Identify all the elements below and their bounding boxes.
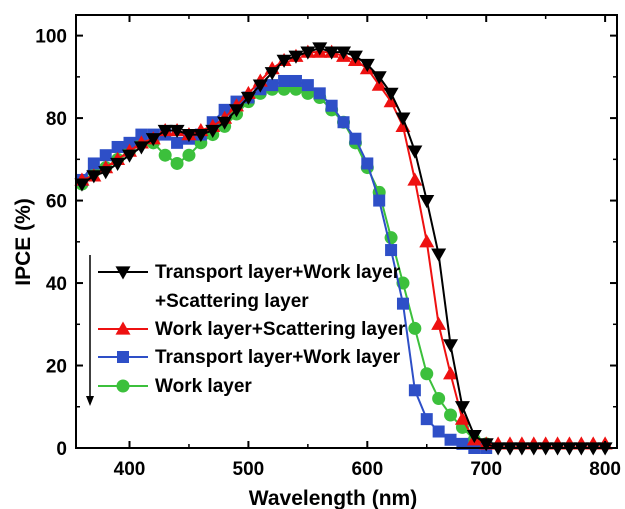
series-4-point [432,392,446,406]
series-3-point [444,433,457,446]
legend-label-series-1-line2: +Scattering layer [155,291,309,312]
series-1-point [336,46,352,60]
series-1-point [300,46,316,60]
series-1-point [110,157,126,171]
y-tick-label: 100 [35,27,67,48]
y-axis-title: IPCE (%) [12,198,35,286]
series-4-point [158,148,172,162]
y-tick-label: 0 [56,439,67,460]
series-1-point [252,79,268,93]
legend-label-series-1: Transport layer+Work layer [155,262,401,283]
x-tick-label: 700 [470,459,502,480]
series-2-point [407,172,423,186]
x-tick-label: 800 [589,459,621,480]
series-3-point [171,136,184,149]
series-1-point [193,128,209,143]
axis-ticks: 400 500 600 700 800 0 20 40 60 80 100 [35,15,621,480]
series-1-point [169,124,185,138]
series-1-point [157,124,173,138]
x-tick-label: 600 [351,459,383,480]
series-1-point [240,91,256,105]
series-layer [74,42,613,456]
series-3-point [135,128,148,141]
series-3-point [218,103,231,116]
series-2-point [431,316,447,330]
series-4-point [182,148,196,162]
series-1-point [74,178,90,192]
series-1-point [122,149,138,163]
x-tick-label: 400 [114,459,146,480]
series-3-point [385,244,398,257]
legend-marker-series-4 [116,379,130,393]
series-1-point [276,54,292,68]
series-1-point [181,128,197,143]
series-1-point [324,46,340,60]
series-3-point [266,79,279,92]
series-3-point [99,149,112,162]
series-1-point [229,104,245,118]
series-4-point [170,156,184,170]
series-1-point [133,141,149,155]
legend-marker-series-2 [115,321,131,335]
series-3-point [87,157,100,170]
series-1-point [347,50,363,64]
legend-label-series-2: Work layer+Scattering layer [155,319,406,340]
series-1-point [466,430,482,444]
y-tick-label: 60 [46,192,67,213]
series-1-point [407,145,423,159]
series-1-point [359,58,375,72]
series-1-point [145,133,161,147]
legend-label-series-4: Work layer [155,376,252,397]
series-3-point [373,194,386,207]
series-3-point [337,116,350,129]
series-3-point [408,384,421,397]
series-1-point [98,166,114,180]
y-tick-label: 80 [46,109,67,130]
series-3-point [325,99,338,112]
plot-border [75,14,618,449]
x-axis-title: Wavelength (nm) [249,487,417,509]
series-3-point [301,79,314,92]
series-2-point [443,366,459,380]
series-1-point [86,170,102,184]
series-1-point [205,124,221,138]
series-3-point [420,413,433,426]
series-3-point [361,157,374,170]
series-3-point [456,437,469,450]
series-3-point [278,74,291,87]
y-tick-label: 40 [46,274,67,295]
series-4-point [408,321,422,335]
y-tick-label: 20 [46,357,67,378]
series-1-point [443,339,459,353]
series-1-point [288,50,304,64]
series-1-point [264,67,280,81]
plot-frame [75,14,618,449]
series-3-point [123,136,136,149]
series-1-point [395,112,411,126]
series-1-point [371,71,387,85]
series-3-point [289,74,302,87]
series-1-point [217,116,233,130]
legend-label-series-3: Transport layer+Work layer [155,347,401,368]
legend-marker-series-1 [115,266,131,280]
series-3-point [432,425,445,438]
series-2-point [454,411,470,425]
legend: Transport layer+Work layer +Scattering l… [86,255,406,406]
series-1-point [312,42,328,56]
series-3-point [313,87,326,100]
series-1-point [419,194,435,209]
series-4-point [444,408,458,422]
legend-arrow-head [86,396,94,406]
series-2-point [419,234,435,248]
series-4-point [420,367,434,381]
series-3-point [111,140,124,153]
series-3-point [349,132,362,145]
x-tick-label: 500 [233,459,265,480]
series-1-point [383,87,399,101]
series-1-point [431,248,447,262]
series-1-point [454,401,470,415]
series-3-point [396,297,409,310]
legend-marker-series-3 [117,351,129,363]
